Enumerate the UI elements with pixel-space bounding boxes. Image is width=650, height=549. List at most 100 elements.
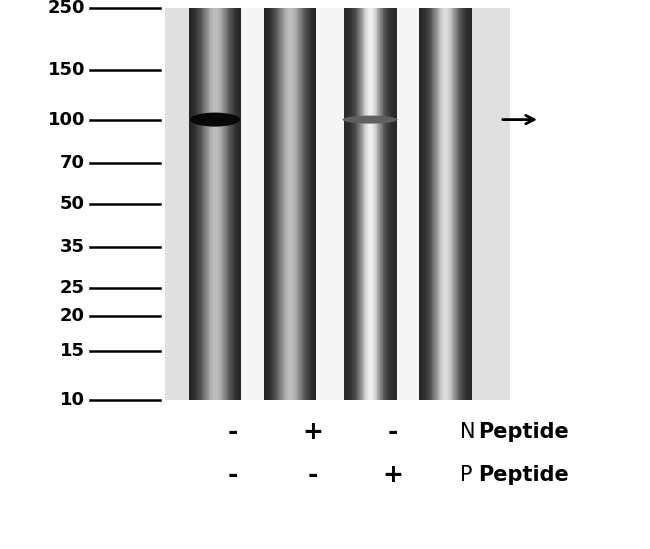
Text: 150: 150 <box>47 61 85 79</box>
Bar <box>271 8 273 400</box>
Bar <box>396 8 397 400</box>
Bar <box>310 8 312 400</box>
Bar <box>426 8 428 400</box>
Bar <box>465 8 466 400</box>
Bar <box>463 8 464 400</box>
Bar <box>465 8 467 400</box>
Bar <box>359 8 361 400</box>
Bar <box>428 8 430 400</box>
Bar <box>210 8 212 400</box>
Bar <box>376 8 377 400</box>
Bar <box>350 8 351 400</box>
Bar <box>381 8 382 400</box>
Bar <box>283 8 285 400</box>
Bar <box>207 8 209 400</box>
Bar <box>357 8 358 400</box>
Text: 250: 250 <box>47 0 85 17</box>
Bar <box>369 8 370 400</box>
Bar <box>382 8 383 400</box>
Bar <box>378 8 380 400</box>
Text: +: + <box>383 463 404 487</box>
Bar <box>427 8 428 400</box>
Bar <box>240 8 242 400</box>
Bar <box>230 8 231 400</box>
Text: -: - <box>227 420 238 444</box>
Bar <box>386 8 387 400</box>
Bar <box>278 8 280 400</box>
Ellipse shape <box>343 116 398 124</box>
Bar <box>265 8 266 400</box>
Bar <box>427 8 428 400</box>
Bar <box>205 8 207 400</box>
Bar <box>358 8 359 400</box>
Bar <box>461 8 462 400</box>
Bar <box>389 8 390 400</box>
Bar <box>453 8 454 400</box>
Bar <box>314 8 315 400</box>
Bar <box>239 8 240 400</box>
Bar <box>241 8 264 400</box>
Bar <box>448 8 449 400</box>
Bar <box>372 8 374 400</box>
Bar <box>272 8 274 400</box>
Bar <box>192 8 194 400</box>
Bar <box>391 8 392 400</box>
Bar <box>447 8 448 400</box>
Text: -: - <box>388 420 398 444</box>
Bar <box>443 8 444 400</box>
Bar <box>350 8 352 400</box>
Bar <box>281 8 283 400</box>
Bar <box>458 8 460 400</box>
Bar <box>370 8 371 400</box>
Bar <box>315 8 317 400</box>
Bar <box>374 8 375 400</box>
Text: 70: 70 <box>60 154 85 172</box>
Bar <box>296 8 297 400</box>
Bar <box>465 8 466 400</box>
Bar <box>419 8 421 400</box>
Bar <box>445 8 447 400</box>
Bar <box>235 8 237 400</box>
Bar <box>346 8 348 400</box>
Bar <box>395 8 396 400</box>
Bar <box>197 8 199 400</box>
Bar <box>389 8 391 400</box>
Bar <box>445 8 447 400</box>
Bar <box>237 8 239 400</box>
Bar <box>384 8 385 400</box>
Bar <box>352 8 354 400</box>
Bar <box>276 8 277 400</box>
Bar <box>469 8 470 400</box>
Bar <box>371 8 372 400</box>
Bar <box>235 8 236 400</box>
Bar <box>395 8 396 400</box>
Bar <box>392 8 393 400</box>
Bar <box>201 8 202 400</box>
Bar <box>358 8 359 400</box>
Bar <box>429 8 430 400</box>
Bar <box>421 8 422 400</box>
Bar <box>391 8 393 400</box>
Bar <box>428 8 430 400</box>
Bar <box>432 8 433 400</box>
Bar <box>204 8 205 400</box>
Bar <box>229 8 231 400</box>
Bar <box>354 8 356 400</box>
Bar <box>199 8 200 400</box>
Bar <box>437 8 438 400</box>
Bar <box>345 8 346 400</box>
Bar <box>297 8 299 400</box>
Bar <box>386 8 387 400</box>
Bar <box>392 8 393 400</box>
Bar <box>355 8 356 400</box>
Bar <box>452 8 453 400</box>
Bar <box>367 8 369 400</box>
Bar <box>363 8 364 400</box>
Bar <box>444 8 445 400</box>
Text: +: + <box>302 420 324 444</box>
Bar <box>358 8 359 400</box>
Bar <box>466 8 467 400</box>
Bar <box>313 8 315 400</box>
Bar <box>292 8 294 400</box>
Bar <box>309 8 311 400</box>
